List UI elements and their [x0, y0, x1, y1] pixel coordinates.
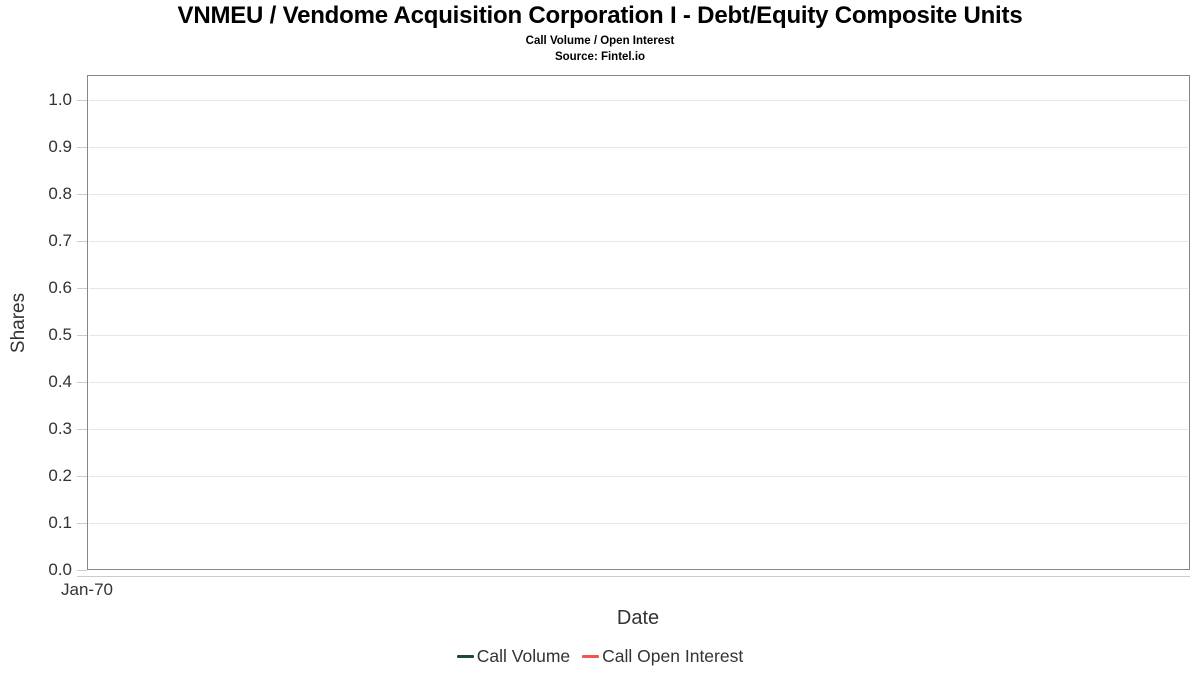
legend-label-call-open-interest: Call Open Interest [602, 646, 744, 666]
plot-area [87, 75, 1190, 570]
x-axis-tick-label: Jan-70 [61, 580, 113, 599]
y-tick-label: 1.0 [48, 90, 72, 109]
y-tick-label: 0.1 [48, 513, 72, 532]
y-tick-mark [77, 523, 87, 524]
call-open-interest-line-marker [582, 655, 600, 658]
y-tick-mark [77, 429, 87, 430]
legend-item-call-open-interest[interactable]: Call Open Interest [582, 646, 743, 667]
gridline [89, 523, 1188, 524]
y-tick-label: 0.4 [48, 372, 72, 391]
gridline [89, 288, 1188, 289]
y-tick-label: 0.5 [48, 325, 72, 344]
y-tick-mark [77, 382, 87, 383]
y-tick-label: 0.9 [48, 137, 72, 156]
y-tick-mark [77, 100, 87, 101]
chart-source: Source: Fintel.io [554, 51, 646, 63]
y-tick-label: 0.2 [48, 466, 72, 485]
y-tick-label: 0.3 [48, 419, 72, 438]
y-tick-mark [77, 147, 87, 148]
gridline [89, 194, 1188, 195]
x-axis-line [77, 576, 1190, 577]
chart-subtitle: Call Volume / Open Interest [525, 35, 675, 47]
y-tick-mark [77, 288, 87, 289]
gridline [89, 335, 1188, 336]
y-tick-mark [77, 241, 87, 242]
y-axis-title: Shares [8, 292, 29, 354]
gridline [89, 100, 1188, 101]
y-tick-label: 0.6 [48, 278, 72, 297]
gridline [89, 382, 1188, 383]
legend-item-call-volume[interactable]: Call Volume [456, 646, 571, 667]
y-tick-label: 0.8 [48, 184, 72, 203]
gridline [89, 476, 1188, 477]
x-axis-title: Date [616, 607, 660, 629]
chart-title: VNMEU / Vendome Acquisition Corporation … [177, 2, 1023, 29]
y-tick-label: 0.7 [48, 231, 72, 250]
y-tick-label: 0.0 [48, 560, 72, 579]
gridline [89, 241, 1188, 242]
y-tick-mark [77, 194, 87, 195]
legend: Call Volume Call Open Interest [0, 646, 1200, 667]
y-tick-mark [77, 476, 87, 477]
gridline [89, 147, 1188, 148]
gridline [89, 429, 1188, 430]
call-volume-line-marker [456, 655, 474, 658]
y-tick-mark [77, 335, 87, 336]
legend-label-call-volume: Call Volume [476, 646, 571, 666]
y-tick-mark [77, 570, 87, 571]
